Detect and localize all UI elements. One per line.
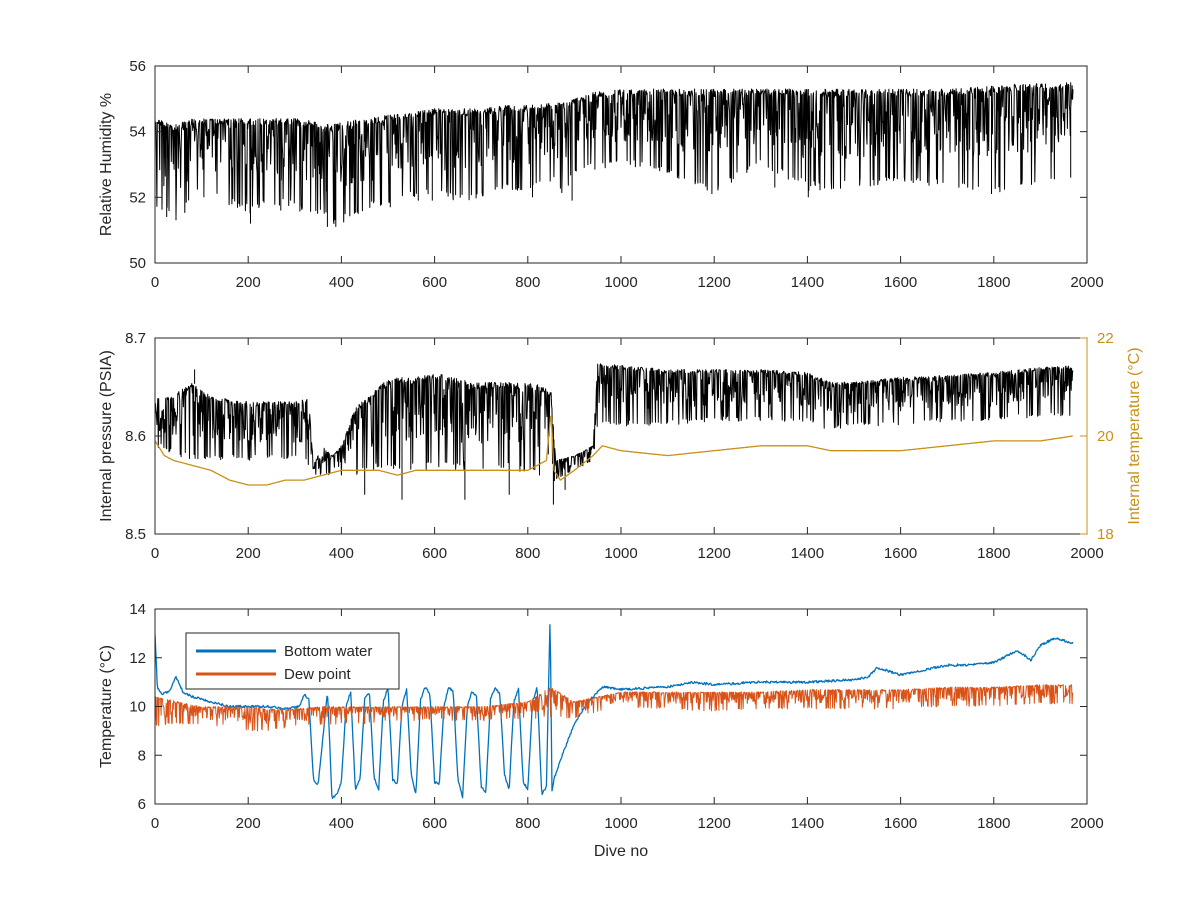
y2-tick-label: 18: [1097, 526, 1114, 543]
y-tick-label: 54: [129, 124, 146, 141]
bottom-water-line: [155, 624, 1074, 800]
x-tick-label: 1200: [698, 274, 731, 291]
x-tick-label: 800: [515, 815, 540, 832]
x-tick-label: 1800: [977, 815, 1010, 832]
y-axis-label: Internal pressure (PSIA): [98, 350, 115, 522]
y2-tick-label: 22: [1097, 330, 1114, 347]
humidity-panel: 0 200 400 600 800 1000 1200 1400 1600 1800 2000 50 5…: [98, 58, 1104, 291]
y-axis-label: Temperature (°C): [98, 645, 115, 768]
y-tick-label: 6: [138, 796, 146, 813]
x-tick-label: 1600: [884, 274, 917, 291]
x-tick-label: 1400: [791, 815, 824, 832]
x-tick-label: 200: [236, 274, 261, 291]
y-tick-label: 14: [129, 601, 146, 618]
y-tick-label: 10: [129, 699, 146, 716]
series-1-line: [155, 415, 1073, 486]
series-0-line: [155, 363, 1074, 505]
x-tick-label: 400: [329, 545, 354, 562]
y-tick-label: 8.7: [125, 330, 146, 347]
x-tick-label: 1800: [977, 545, 1010, 562]
x-tick-label: 1000: [604, 274, 637, 291]
legend: Bottom water Dew point: [185, 632, 400, 690]
x-tick-label: 1800: [977, 274, 1010, 291]
x-tick-label: 800: [515, 274, 540, 291]
y-tick-label: 12: [129, 650, 146, 667]
plot-area: [155, 82, 1074, 227]
x-tick-label: 1000: [604, 815, 637, 832]
plot-area: [155, 363, 1074, 505]
series-0-line: [155, 82, 1074, 227]
x-tick-label: 2000: [1070, 815, 1103, 832]
axes-box: [154, 337, 1088, 535]
x-tick-label: 600: [422, 815, 447, 832]
y-tick-label: 56: [129, 58, 146, 75]
legend-label-bottom-water: Bottom water: [284, 643, 372, 660]
y-tick-label: 8.5: [125, 526, 146, 543]
x-tick-label: 600: [422, 274, 447, 291]
legend-label-dew-point: Dew point: [284, 666, 352, 683]
x-tick-label: 400: [329, 815, 354, 832]
temperature-panel: 0 200 400 600 800 1000 1200 1400 1600 1800 2000 6 8 1…: [98, 601, 1104, 860]
y-tick-label: 50: [129, 255, 146, 272]
pressure-temperature-panel: 0 200 400 600 800 1000 1200 1400 1600 1800 2000 8.5…: [98, 330, 1143, 562]
x-tick-label: 1200: [698, 545, 731, 562]
x-tick-label: 800: [515, 545, 540, 562]
x-tick-label: 1600: [884, 545, 917, 562]
x-tick-label: 0: [151, 545, 159, 562]
y-axis-label: Relative Humidity %: [98, 93, 115, 236]
x-tick-label: 1000: [604, 545, 637, 562]
x-axis-label: Dive no: [594, 843, 648, 860]
x-tick-label: 1400: [791, 545, 824, 562]
x-tick-label: 0: [151, 274, 159, 291]
y2-axis-label: Internal temperature (°C): [1126, 347, 1143, 524]
x-tick-label: 200: [236, 545, 261, 562]
dew-point-line: [155, 684, 1074, 732]
x-tick-label: 1200: [698, 815, 731, 832]
y-tick-label: 8: [138, 747, 146, 764]
x-tick-label: 400: [329, 274, 354, 291]
x-tick-label: 200: [236, 815, 261, 832]
legend-box: [185, 632, 400, 690]
x-tick-label: 1400: [791, 274, 824, 291]
x-tick-label: 2000: [1070, 274, 1103, 291]
plot-area: [155, 624, 1074, 800]
y-tick-label: 8.6: [125, 428, 146, 445]
y-tick-label: 52: [129, 189, 146, 206]
x-tick-label: 0: [151, 815, 159, 832]
y2-tick-label: 20: [1097, 428, 1114, 445]
x-tick-label: 2000: [1070, 545, 1103, 562]
x-tick-label: 600: [422, 545, 447, 562]
x-tick-label: 1600: [884, 815, 917, 832]
